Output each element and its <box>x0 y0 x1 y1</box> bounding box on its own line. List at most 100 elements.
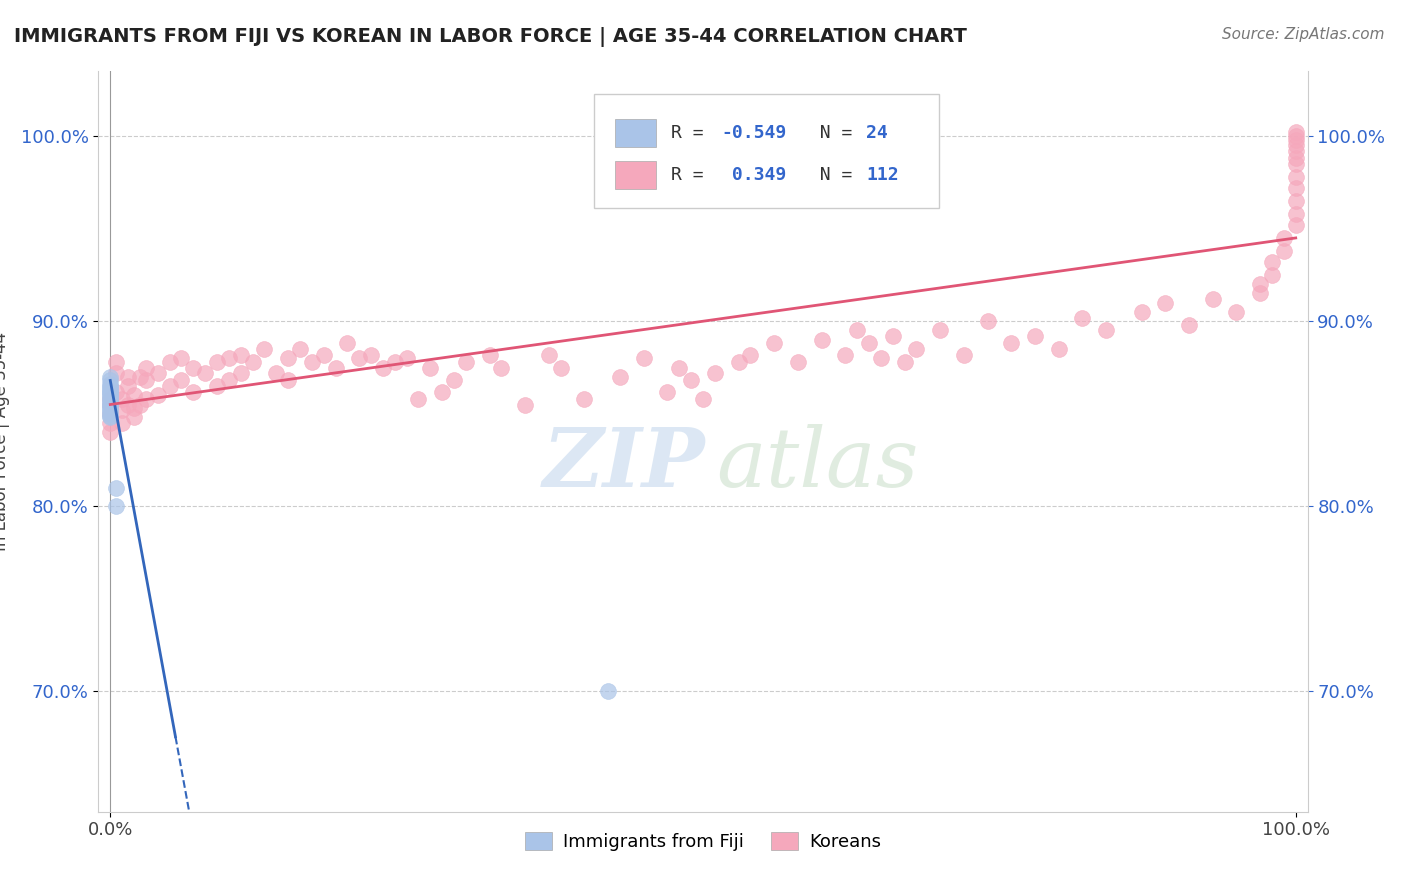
Point <box>882 329 904 343</box>
Text: ZIP: ZIP <box>543 424 706 504</box>
Point <box>111 416 134 430</box>
Text: atlas: atlas <box>717 424 920 504</box>
Point <box>146 388 169 402</box>
Point <box>976 314 998 328</box>
Point <box>129 397 152 411</box>
Point <box>288 342 311 356</box>
Point <box>1178 318 1201 332</box>
Point <box>229 366 252 380</box>
Text: -0.549: -0.549 <box>721 124 786 142</box>
Point <box>371 360 394 375</box>
Point <box>98 397 121 411</box>
Point <box>1285 218 1308 232</box>
Point <box>347 351 370 366</box>
Point <box>1285 138 1308 153</box>
Point <box>869 351 891 366</box>
Point <box>117 379 139 393</box>
Point <box>408 392 430 406</box>
Point <box>491 360 513 375</box>
Point <box>253 342 276 356</box>
Point <box>834 347 856 361</box>
Point <box>810 333 832 347</box>
Point <box>98 403 121 417</box>
Point <box>105 355 128 369</box>
Point <box>537 347 560 361</box>
Legend: Immigrants from Fiji, Koreans: Immigrants from Fiji, Koreans <box>517 824 889 858</box>
Point <box>515 397 537 411</box>
Point <box>692 392 714 406</box>
Point <box>858 336 880 351</box>
Point <box>135 374 157 388</box>
Text: R =: R = <box>671 166 714 184</box>
Point <box>117 369 139 384</box>
Point <box>668 360 690 375</box>
Point <box>1225 305 1247 319</box>
Point <box>129 369 152 384</box>
Point <box>454 355 477 369</box>
Point <box>609 369 631 384</box>
Point <box>135 360 157 375</box>
Point <box>419 360 441 375</box>
Point <box>633 351 655 366</box>
Point <box>105 481 128 495</box>
Point <box>550 360 572 375</box>
Point <box>574 392 596 406</box>
Point <box>170 351 193 366</box>
Point <box>205 355 228 369</box>
Point <box>98 400 121 414</box>
Point <box>98 410 121 425</box>
Point <box>432 384 454 399</box>
Point <box>301 355 323 369</box>
Point <box>159 379 181 393</box>
Point <box>1249 277 1271 292</box>
Text: 0.349: 0.349 <box>721 166 786 184</box>
Point <box>105 384 128 399</box>
Point <box>1272 244 1295 258</box>
Point <box>763 336 786 351</box>
Point <box>181 384 204 399</box>
Point <box>122 410 145 425</box>
Point <box>98 390 121 404</box>
Point <box>98 383 121 397</box>
Point <box>1047 342 1070 356</box>
Point <box>98 381 121 395</box>
Point <box>325 360 347 375</box>
Bar <box>614 119 657 147</box>
Point <box>98 416 121 430</box>
Point <box>1154 295 1177 310</box>
Point <box>1285 125 1308 139</box>
Point <box>98 392 121 406</box>
Text: Source: ZipAtlas.com: Source: ZipAtlas.com <box>1222 27 1385 42</box>
Point <box>98 384 121 399</box>
Point <box>1249 286 1271 301</box>
Point <box>98 425 121 440</box>
Point <box>312 347 335 361</box>
Point <box>98 407 121 421</box>
Point <box>952 347 974 361</box>
Point <box>111 392 134 406</box>
Point <box>98 395 121 409</box>
Point <box>98 401 121 416</box>
Point <box>384 355 406 369</box>
Point <box>1285 157 1308 171</box>
Point <box>443 374 465 388</box>
Point <box>1285 181 1308 195</box>
Point <box>1202 292 1225 306</box>
Point <box>98 393 121 408</box>
Bar <box>614 161 657 189</box>
Text: R =: R = <box>671 124 714 142</box>
Point <box>1071 310 1094 325</box>
Point <box>105 366 128 380</box>
Point <box>98 409 121 423</box>
Point <box>229 347 252 361</box>
Point <box>98 379 121 393</box>
Point <box>905 342 928 356</box>
Point <box>478 347 501 361</box>
Point <box>657 384 679 399</box>
Point <box>98 392 121 406</box>
Point <box>242 355 264 369</box>
FancyBboxPatch shape <box>595 94 939 209</box>
Point <box>336 336 359 351</box>
Y-axis label: In Labor Force | Age 35-44: In Labor Force | Age 35-44 <box>0 332 10 551</box>
Point <box>117 397 139 411</box>
